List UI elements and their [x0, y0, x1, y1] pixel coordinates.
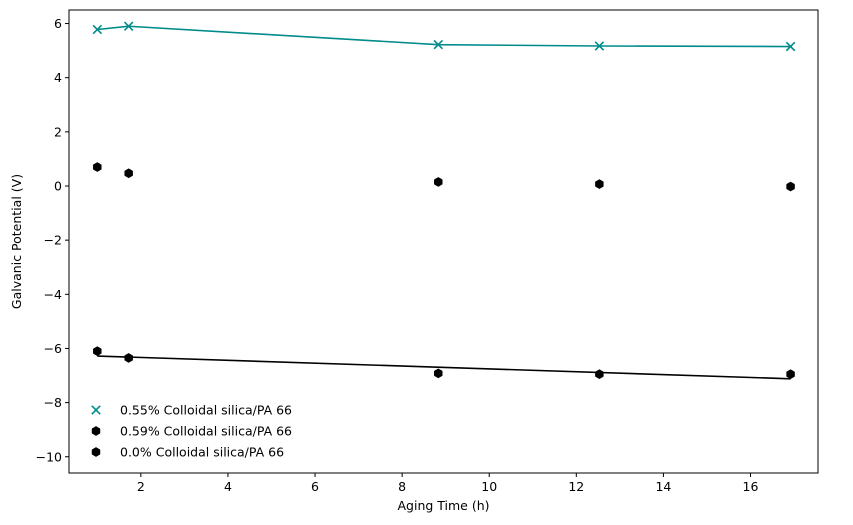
data-point [595, 179, 604, 189]
y-tick-label: −6 [44, 341, 62, 356]
data-point [93, 346, 102, 357]
y-tick-label: 6 [54, 16, 62, 31]
plot-area [69, 10, 818, 473]
y-axis-ticks: −10 −8 −6 −4 −2 0 2 4 6 [36, 16, 69, 464]
legend-item: 0.55% Colloidal silica/PA 66 [91, 403, 292, 418]
data-point [93, 162, 102, 172]
legend-label: 0.59% Colloidal silica/PA 66 [120, 424, 292, 439]
data-point [92, 24, 103, 35]
legend-marker [91, 426, 101, 436]
series-1 [93, 162, 795, 192]
legend: 0.55% Colloidal silica/PA 66 0.59% Colloi… [91, 403, 292, 460]
x-tick-label: 6 [311, 479, 319, 494]
y-axis-label: Galvanic Potential (V) [9, 174, 24, 309]
x-tick-label: 10 [481, 479, 497, 494]
data-point [786, 369, 795, 380]
y-tick-label: 2 [54, 124, 62, 139]
plot-frame [68, 9, 819, 474]
x-tick-label: 16 [743, 479, 759, 494]
data-point [786, 181, 795, 192]
x-tick-label: 12 [568, 479, 584, 494]
series-line-1 [97, 355, 791, 380]
legend-item: 0.59% Colloidal silica/PA 66 [91, 424, 292, 439]
data-point [434, 177, 443, 187]
y-tick-label: −2 [44, 233, 62, 248]
data-point [595, 369, 604, 380]
legend-label: 0.55% Colloidal silica/PA 66 [120, 403, 292, 418]
series-2 [93, 346, 795, 380]
chart-marks [92, 21, 796, 380]
x-tick-label: 8 [398, 479, 406, 494]
legend-marker [91, 447, 101, 457]
x-axis-ticks: 2 4 6 8 10 12 14 16 [137, 473, 759, 494]
data-point [124, 168, 133, 179]
x-tick-label: 4 [224, 479, 232, 494]
y-tick-label: 0 [54, 178, 62, 193]
data-point [124, 353, 133, 363]
y-tick-label: −10 [36, 449, 62, 464]
legend-marker [91, 405, 101, 415]
series-0 [92, 21, 796, 52]
y-tick-label: −8 [44, 395, 62, 410]
legend-label: 0.0% Colloidal silica/PA 66 [120, 445, 284, 460]
y-tick-label: 4 [54, 70, 62, 85]
data-point [594, 41, 605, 51]
legend-item: 0.0% Colloidal silica/PA 66 [91, 445, 284, 460]
data-point [434, 368, 443, 379]
data-point [123, 21, 134, 32]
data-point [433, 39, 444, 50]
x-axis-label: Aging Time (h) [397, 498, 489, 513]
data-point [785, 41, 796, 52]
x-tick-label: 14 [655, 479, 671, 494]
y-tick-label: −4 [44, 287, 62, 302]
x-tick-label: 2 [137, 479, 145, 494]
